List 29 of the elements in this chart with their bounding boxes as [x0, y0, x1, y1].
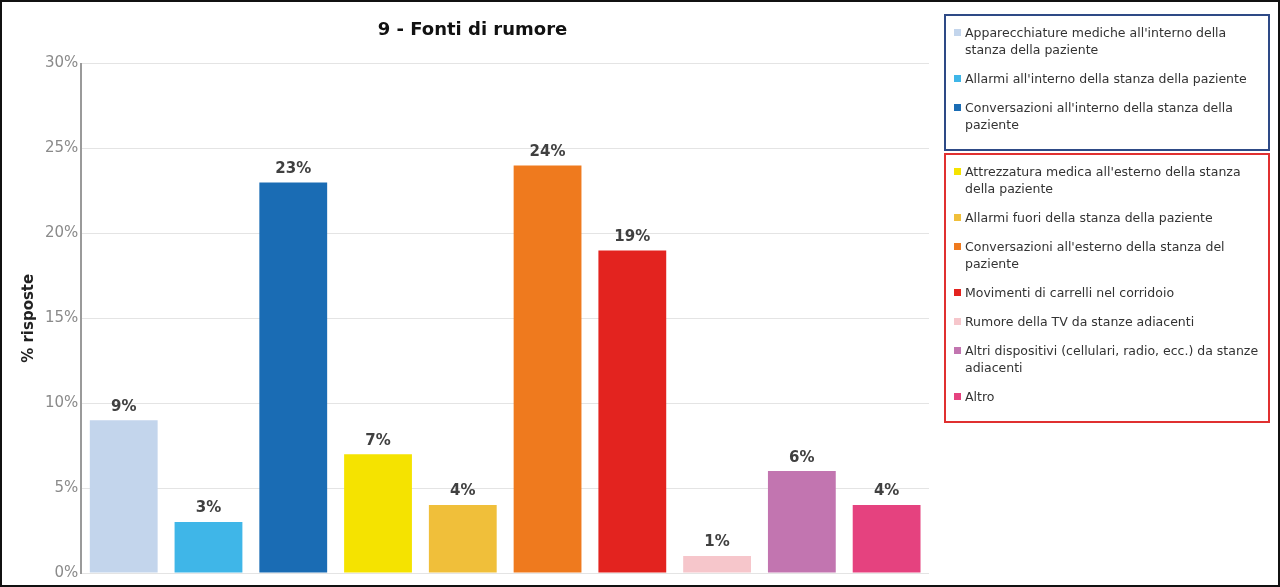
- data-label: 1%: [704, 532, 730, 551]
- legend-label: Altro: [965, 388, 995, 405]
- y-tick-label: 30%: [45, 53, 79, 72]
- legend-label: Conversazioni all'esterno della stanza del paziente: [965, 238, 1226, 272]
- y-tick-label: 25%: [45, 138, 79, 157]
- legend-label: Rumore della TV da stanze adiacenti: [965, 313, 1195, 330]
- data-label: 9%: [110, 396, 137, 415]
- y-tick-label: 20%: [45, 223, 79, 242]
- legend-label: Apparecchiature mediche all'interno della stanza della paziente: [965, 24, 1228, 58]
- legend-label: Allarmi all'interno della stanza della paziente: [965, 70, 1247, 87]
- y-axis-title: % risposte: [18, 273, 37, 363]
- data-label: 6%: [789, 447, 815, 466]
- data-label: 24%: [529, 141, 566, 160]
- y-tick-label: 5%: [54, 477, 79, 496]
- data-label: 19%: [614, 226, 651, 245]
- y-tick-label: 0%: [54, 562, 79, 581]
- data-label: 3%: [195, 498, 222, 517]
- y-tick-label: 15%: [45, 308, 79, 327]
- legend-label: Attrezzatura medica all'esterno della stanza della paziente: [965, 163, 1242, 197]
- data-label: 4%: [873, 481, 900, 500]
- legend-label: Allarmi fuori della stanza della paziente: [965, 209, 1213, 226]
- chart-title: 9 - Fonti di rumore: [377, 18, 568, 40]
- y-tick-label: 10%: [45, 393, 79, 412]
- data-label: 4%: [450, 481, 476, 500]
- data-label: 7%: [365, 430, 391, 449]
- legend-label: Movimenti di carrelli nel corridoio: [965, 284, 1175, 301]
- legend-label: Conversazioni all'interno della stanza della paziente: [965, 99, 1234, 133]
- legend-label: Altri dispositivi (cellulari, radio, ecc.) da stanze adiacenti: [965, 342, 1260, 376]
- data-label: 23%: [275, 158, 312, 177]
